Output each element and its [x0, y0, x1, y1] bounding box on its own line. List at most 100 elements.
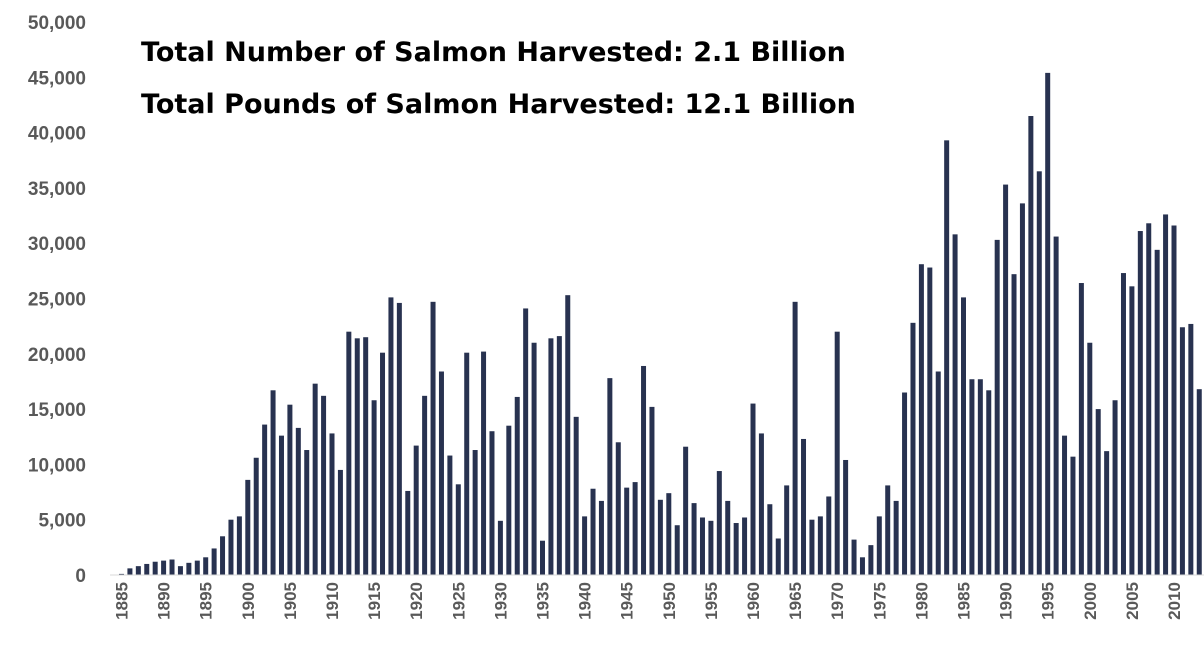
bar: [817, 516, 823, 575]
bar: [262, 424, 268, 575]
bar: [607, 378, 613, 575]
bar: [699, 517, 705, 575]
x-tick-label: 1935: [534, 582, 553, 620]
bar: [236, 516, 242, 575]
bar: [859, 557, 865, 575]
bar: [497, 520, 503, 575]
bar: [438, 371, 444, 575]
bar: [826, 496, 832, 575]
bar: [556, 336, 562, 575]
bar: [346, 331, 352, 575]
bar: [1070, 456, 1076, 575]
bar: [540, 540, 545, 575]
bar: [969, 379, 975, 575]
bar: [674, 525, 680, 575]
bar: [977, 379, 983, 575]
x-tick-label: 1975: [870, 582, 889, 620]
bar: [649, 406, 655, 575]
x-tick-label: 1970: [828, 582, 847, 620]
y-tick-label: 45,000: [28, 68, 86, 89]
bar: [1028, 116, 1034, 575]
bar: [918, 264, 924, 575]
bar: [245, 479, 251, 575]
bar: [910, 322, 916, 575]
bar: [388, 297, 394, 575]
bar: [641, 365, 647, 575]
bar: [683, 446, 689, 575]
bar: [758, 433, 764, 575]
bar: [1045, 72, 1051, 575]
bar: [253, 457, 259, 575]
bar: [380, 352, 386, 575]
bar: [902, 392, 908, 575]
bar: [1078, 283, 1084, 575]
x-tick-label: 1925: [449, 582, 468, 620]
bar: [531, 342, 537, 575]
bar: [1146, 223, 1152, 576]
bar: [843, 459, 849, 575]
bar: [1120, 273, 1126, 575]
bar: [455, 484, 461, 575]
bar: [598, 500, 604, 575]
bar: [775, 538, 781, 575]
bar: [1036, 171, 1042, 575]
bar: [186, 562, 192, 575]
x-axis: 1885 1890 1895 1900 1905 1910 1915 1920 1925 1930…: [113, 582, 1185, 620]
bar: [708, 520, 714, 575]
x-tick-label: 1900: [239, 582, 258, 620]
x-tick-label: 1915: [365, 582, 384, 620]
bar: [1137, 231, 1143, 575]
x-tick-label: 1890: [155, 582, 174, 620]
bar: [489, 431, 495, 575]
bar: [464, 352, 470, 575]
bar: [1095, 409, 1101, 575]
bar: [834, 331, 840, 575]
bar: [851, 539, 857, 575]
bar: [177, 566, 183, 575]
x-tick-label: 1930: [491, 582, 510, 620]
x-tick-label: 1950: [660, 582, 679, 620]
x-tick-label: 2005: [1123, 582, 1142, 620]
bar: [523, 308, 529, 575]
bar: [1129, 286, 1135, 575]
x-tick-label: 1995: [1039, 582, 1058, 620]
bar: [750, 403, 756, 575]
bar: [784, 485, 790, 575]
x-tick-label: 1885: [113, 582, 132, 620]
bar: [405, 490, 411, 575]
y-tick-label: 50,000: [28, 13, 86, 34]
x-tick-label: 1905: [281, 582, 300, 620]
y-tick-label: 35,000: [28, 179, 86, 200]
bar: [1163, 214, 1169, 575]
bar: [127, 568, 133, 575]
bar: [792, 301, 798, 575]
bar: [329, 433, 335, 575]
x-tick-label: 1960: [744, 582, 763, 620]
y-tick-label: 25,000: [28, 290, 86, 311]
bar: [1179, 327, 1185, 575]
bar: [952, 234, 958, 575]
bar: [1104, 451, 1110, 575]
bar: [371, 400, 377, 575]
bar: [228, 519, 234, 575]
bar: [944, 140, 950, 575]
bar: [742, 517, 748, 575]
bar: [725, 500, 731, 575]
bar: [885, 485, 891, 575]
bar: [624, 487, 630, 575]
y-tick-label: 0: [75, 566, 86, 587]
bar: [1019, 203, 1025, 575]
bar: [472, 450, 478, 575]
x-tick-label: 2000: [1081, 582, 1100, 620]
bar: [666, 493, 672, 575]
x-tick-label: 1940: [576, 582, 595, 620]
bar: [312, 383, 318, 575]
bars: [119, 72, 1202, 576]
x-tick-label: 2010: [1165, 582, 1184, 620]
bar: [169, 559, 175, 575]
bar: [422, 395, 428, 575]
x-tick-label: 1965: [786, 582, 805, 620]
bar: [211, 548, 217, 575]
y-tick-label: 30,000: [28, 234, 86, 255]
